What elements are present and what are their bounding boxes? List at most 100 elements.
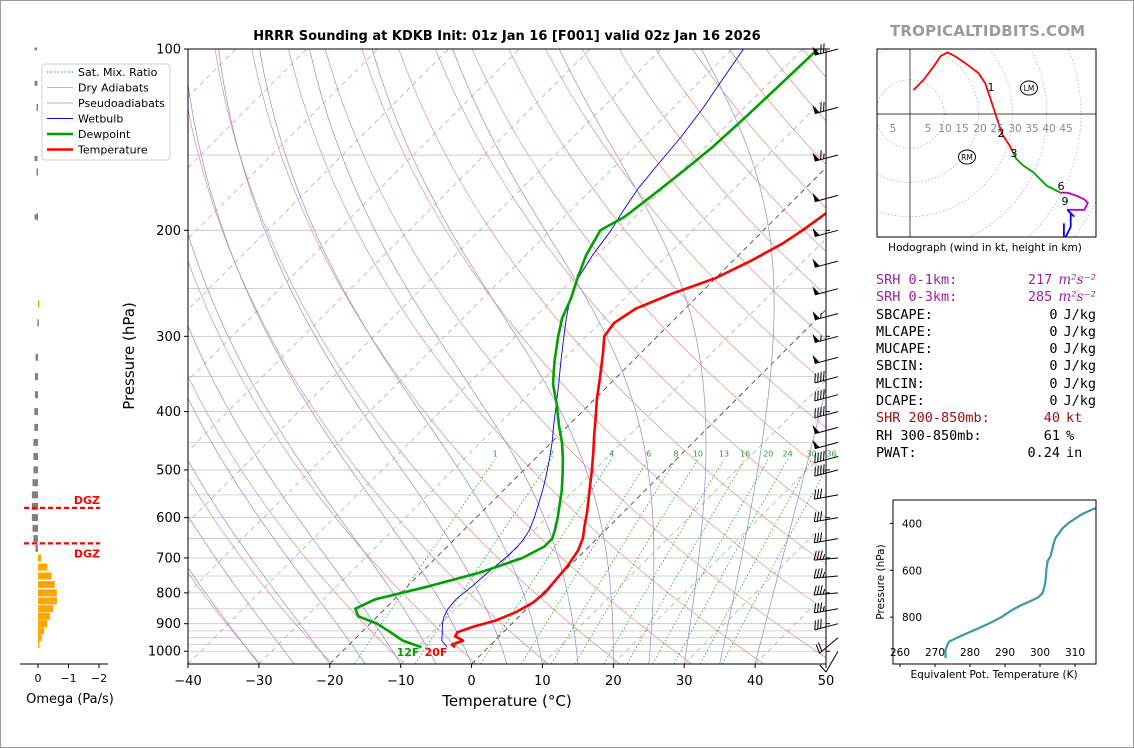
hodo-axis-label: 30: [1008, 123, 1021, 135]
stat-unit: %: [1066, 427, 1075, 444]
theta-e-xlabel: Equivalent Pot. Temperature (K): [910, 669, 1077, 681]
mixing-ratio-label: 10: [693, 449, 703, 458]
barb-pennant: [812, 439, 820, 449]
stat-label: SRH 0-3km:: [876, 289, 958, 306]
barb-flag: [819, 532, 823, 542]
pressure-tick-label: 1000: [148, 645, 181, 660]
omega-panel: DGZ DGZ 0 −1 −2: [20, 47, 108, 685]
barb-pennant: [812, 227, 820, 237]
skewt-traces: [354, 49, 826, 649]
temp-tick-label: −30: [245, 674, 272, 689]
stat-value: 0: [1049, 341, 1058, 358]
wind-barb: [812, 101, 839, 115]
temp-tick-label: 40: [747, 674, 764, 689]
omega-tick-label: −2: [91, 672, 107, 685]
mixing-ratio-label: 4: [609, 449, 614, 458]
barb-pennant: [812, 152, 820, 162]
hodograph-plot: 5 5 10 15 20 25 30 35 40 45 1 23 6 9 LM RM: [877, 49, 1096, 237]
omega-xlabel: Omega (Pa/s): [26, 692, 114, 707]
wetbulb-trace: [441, 49, 744, 648]
barb-flag: [813, 533, 817, 543]
isotherm: [188, 49, 591, 452]
barb-half-flag: [820, 335, 822, 342]
omega-bar-downward: [34, 423, 38, 431]
stat-label: RH 300-850mb:: [876, 427, 982, 444]
stat-row: MUCAPE: 0 J/kg: [876, 341, 1096, 358]
dry-adiabat: [398, 49, 826, 565]
stats-panel: SRH 0-1km: 217 m²s⁻² SRH 0-3km: 285 m²s⁻² SBCA…: [876, 272, 1096, 462]
omega-bar-downward: [37, 319, 39, 327]
pseudoadiabat: [218, 49, 508, 664]
skewt-axes: 1 2 4 6 8 10 13 16 20 24 30 36100200300400500600700…: [148, 43, 837, 690]
theta-e-xtick-label: 310: [1065, 647, 1085, 659]
stat-value: 285: [1027, 289, 1053, 306]
barb-flag: [819, 488, 823, 499]
wind-barb: [813, 568, 839, 579]
chart-title: HRRR Sounding at KDKB Init: 01z Jan 16 […: [253, 29, 760, 44]
omega-bar-downward: [34, 408, 38, 416]
skewt-ylabel: Pressure (hPa): [120, 302, 138, 410]
stat-unit: J/kg: [1063, 375, 1096, 392]
omega-bar-downward: [31, 491, 38, 499]
stat-value: 0: [1049, 358, 1058, 375]
pseudoadiabat: [188, 567, 260, 664]
omega-tick-label: −1: [60, 672, 76, 685]
barb-staff: [825, 650, 839, 673]
pressure-tick-label: 900: [156, 617, 181, 632]
barb-flag: [816, 550, 820, 560]
omega-bar-downward: [34, 156, 38, 161]
wind-barb: [813, 532, 839, 544]
barb-pennant: [812, 286, 820, 295]
barb-pennant: [812, 46, 820, 56]
dgz-label: DGZ: [74, 547, 100, 560]
stat-label: SRH 0-1km:: [876, 272, 958, 288]
barb-pennant: [812, 424, 820, 434]
stat-row: PWAT: 0.24 in: [876, 445, 1096, 462]
barb-half-flag: [822, 605, 825, 612]
barb-flag: [820, 102, 822, 113]
theta-e-trace: [944, 507, 1096, 659]
omega-bar-upward: [38, 612, 51, 620]
barb-pennant: [812, 333, 820, 343]
stat-value: 0: [1049, 393, 1058, 410]
omega-bar-upward: [38, 563, 48, 571]
pseudoadiabat: [188, 459, 331, 664]
barb-flag: [819, 511, 823, 521]
surface-dewpoint-label: 12F: [397, 646, 420, 659]
theta-e-panel: 260 270 280 290 300 310 400 600 800: [890, 499, 1097, 667]
dry-adiabat: [471, 49, 826, 473]
omega-bar-downward: [35, 544, 38, 552]
barb-flag: [819, 664, 827, 673]
stat-unit: J/kg: [1063, 341, 1096, 358]
barb-flag: [820, 150, 822, 160]
barb-staff: [814, 557, 839, 561]
theta-e-ylabel: Pressure (hPa): [875, 544, 887, 619]
dry-adiabat: [545, 49, 826, 384]
barb-flag: [814, 408, 816, 418]
pseudoadiabat: [309, 49, 579, 664]
temp-tick-label: 10: [534, 674, 551, 689]
pseudoadiabat: [188, 515, 295, 664]
barb-flag: [814, 620, 816, 630]
hodo-segment-1: [984, 82, 1014, 153]
isotherm: [400, 238, 826, 664]
barb-flag: [813, 568, 817, 579]
dry-adiabat: [655, 49, 826, 253]
temp-tick-label: 50: [818, 674, 835, 689]
temp-tick-label: 0: [467, 674, 475, 689]
omega-bar-upward: [38, 634, 42, 642]
mixing-ratio-line: [353, 459, 496, 664]
hodo-segment-4: [1063, 209, 1075, 237]
mixing-ratio-line: [414, 459, 552, 664]
wind-barb: [814, 464, 839, 477]
wind-barb: [812, 43, 839, 56]
barb-pennant: [812, 192, 820, 202]
pseudoadiabat: [188, 397, 366, 664]
barb-flag: [813, 512, 817, 522]
omega-bar-downward: [31, 503, 38, 510]
barb-flag: [823, 43, 825, 53]
storm-motion-label: LM: [1024, 84, 1035, 93]
wind-barb: [815, 637, 839, 654]
hodo-axis-label: 40: [1042, 123, 1055, 135]
stat-row: SRH 0-3km: 285 m²s⁻²: [876, 289, 1096, 306]
